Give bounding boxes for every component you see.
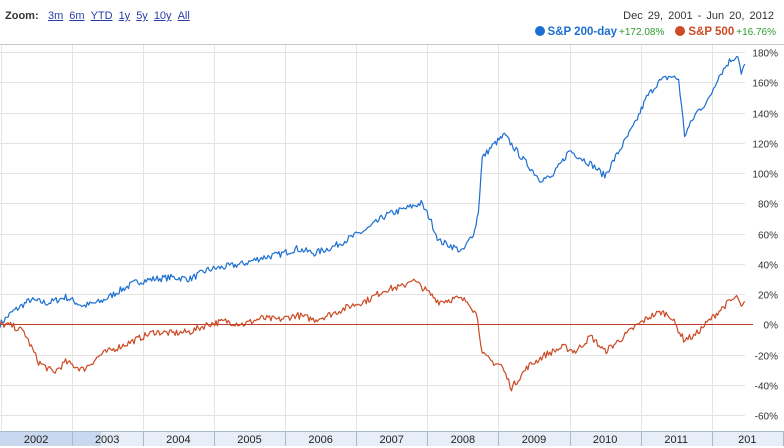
y-tick-label: 20% bbox=[758, 291, 778, 302]
zoom-10y-link[interactable]: 10y bbox=[153, 10, 172, 22]
x-tick-label: 2006 bbox=[308, 434, 332, 446]
y-tick-label: 60% bbox=[758, 231, 778, 242]
zoom-1y-link[interactable]: 1y bbox=[118, 10, 131, 22]
x-tick-label: 2009 bbox=[522, 434, 546, 446]
x-tick-label: 2005 bbox=[237, 434, 261, 446]
zoom-3m-link[interactable]: 3m bbox=[48, 10, 64, 22]
x-axis-range-highlight bbox=[0, 432, 102, 446]
zoom-options: 3m 6m YTD 1y 5y 10y All bbox=[48, 10, 196, 22]
legend-item-sp500[interactable]: S&P 500 +16.76% bbox=[675, 26, 776, 38]
y-axis: -60% -40% -20% 0% 20% 40% 60% 80% 100% 120% 140% 16… bbox=[752, 49, 778, 423]
y-tick-label: 0% bbox=[764, 321, 779, 332]
x-tick-label: 2004 bbox=[166, 434, 190, 446]
zoom-ytd-link[interactable]: YTD bbox=[90, 10, 113, 22]
legend-marker-sp500 bbox=[675, 26, 686, 36]
chart-toolbar: Zoom: 3m 6m YTD 1y 5y 10y All Dec 29, 2001 - J… bbox=[0, 0, 784, 40]
x-axis: 2002 2003 2004 2005 2006 2007 2008 2009 2010 2011… bbox=[0, 431, 784, 446]
x-tick-label: 2002 bbox=[24, 434, 48, 446]
x-tick-label: 2010 bbox=[593, 434, 617, 446]
legend-marker-sp200day bbox=[534, 26, 545, 36]
series-lines bbox=[0, 55, 746, 392]
legend-change-sp500: +16.76% bbox=[736, 27, 776, 38]
y-tick-label: -20% bbox=[755, 352, 778, 363]
y-tick-label: 140% bbox=[752, 110, 778, 121]
x-tick-label: 2003 bbox=[95, 434, 119, 446]
legend-item-sp200day[interactable]: S&P 200-day +172.08% bbox=[534, 26, 668, 38]
legend-name-sp500: S&P 500 bbox=[688, 26, 735, 38]
grid bbox=[0, 45, 753, 430]
y-tick-label: 180% bbox=[752, 49, 778, 60]
x-tick-label: 201 bbox=[738, 434, 756, 446]
legend-change-sp200day: +172.08% bbox=[619, 27, 665, 38]
legend-name-sp200day: S&P 200-day bbox=[547, 26, 618, 38]
zoom-6m-link[interactable]: 6m bbox=[69, 10, 85, 22]
zoom-all-link[interactable]: All bbox=[177, 10, 190, 22]
y-tick-label: 100% bbox=[752, 170, 778, 181]
x-tick-label: 2007 bbox=[379, 434, 403, 446]
y-tick-label: 120% bbox=[752, 140, 778, 151]
x-tick-label: 2008 bbox=[451, 434, 475, 446]
y-tick-label: 80% bbox=[758, 200, 778, 211]
zoom-5y-link[interactable]: 5y bbox=[136, 10, 148, 22]
date-range: Dec 29, 2001 - Jun 20, 2012 bbox=[623, 10, 774, 22]
y-tick-label: 160% bbox=[752, 79, 778, 90]
series-line-sp200day bbox=[0, 55, 746, 328]
y-tick-label: -60% bbox=[755, 412, 778, 423]
x-tick-label: 2011 bbox=[664, 434, 688, 446]
chart-legend: S&P 200-day +172.08% S&P 500 +16.76% bbox=[527, 26, 776, 38]
x-axis-strip bbox=[0, 432, 784, 446]
y-axis-band bbox=[745, 45, 784, 430]
zoom-label: Zoom: bbox=[5, 10, 39, 22]
plot-frame bbox=[0, 44, 784, 430]
series-line-sp500 bbox=[0, 278, 746, 392]
y-tick-label: -40% bbox=[755, 382, 778, 393]
y-tick-label: 40% bbox=[758, 261, 778, 272]
